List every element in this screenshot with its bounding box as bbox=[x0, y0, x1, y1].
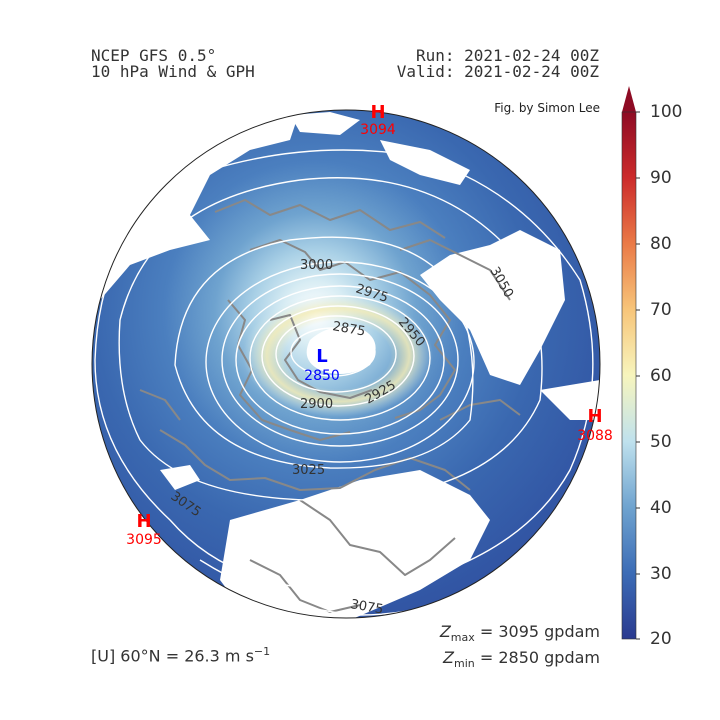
colorbar-tick-label: 20 bbox=[650, 629, 672, 649]
mean-wind-60n: [U] 60°N = 26.3 m s−1 bbox=[91, 645, 270, 665]
colorbar-bar bbox=[621, 111, 637, 640]
title-left: NCEP GFS 0.5° 10 hPa Wind & GPH bbox=[91, 48, 255, 80]
contour-2875 bbox=[275, 315, 397, 393]
zmax-value: = 3095 gpdam bbox=[479, 622, 600, 641]
contour-3050 bbox=[118, 177, 543, 502]
colorbar-tick-label: 90 bbox=[650, 168, 672, 188]
high-marker: H bbox=[370, 102, 385, 123]
high-value: 3088 bbox=[577, 428, 613, 444]
zmax-symbol: Z bbox=[439, 622, 451, 641]
high-value: 3095 bbox=[126, 532, 162, 548]
colorbar-tick-label: 30 bbox=[650, 564, 672, 584]
colorbar-tick-label: 100 bbox=[650, 102, 683, 122]
colorbar-tick-label: 80 bbox=[650, 234, 672, 254]
z-extremes: Zmax = 3095 gpdam Zmin = 2850 gpdam bbox=[440, 622, 600, 674]
mean-wind-text: [U] 60°N = 26.3 m s bbox=[91, 646, 254, 666]
contour-2850 bbox=[290, 327, 376, 377]
gph-contours bbox=[94, 149, 594, 616]
zmin-sub: min bbox=[454, 657, 475, 671]
colorbar bbox=[621, 86, 640, 640]
zmin-symbol: Z bbox=[443, 648, 454, 668]
pressure-centers: H 3094 H 3088 H 3095 L 2850 bbox=[126, 102, 613, 548]
contour-3025 bbox=[174, 236, 474, 469]
high-marker: H bbox=[136, 511, 151, 532]
contour-2950 bbox=[235, 285, 445, 435]
contour-label: 2875 bbox=[331, 319, 366, 340]
contour-2975 bbox=[221, 273, 459, 447]
contour-2900 bbox=[261, 305, 415, 407]
title-right: Run: 2021-02-24 00Z Valid: 2021-02-24 00… bbox=[397, 48, 599, 80]
colorbar-tick-label: 50 bbox=[650, 432, 672, 452]
figure-credit: Fig. by Simon Lee bbox=[494, 101, 600, 115]
high-marker: H bbox=[587, 406, 602, 427]
title-field: 10 hPa Wind & GPH bbox=[91, 62, 255, 81]
map-boundary bbox=[91, 109, 601, 619]
colorbar-extend-arrow bbox=[622, 86, 636, 112]
low-marker: L bbox=[316, 346, 327, 367]
contour-label: 3025 bbox=[292, 463, 325, 478]
contour-3000 bbox=[205, 261, 475, 463]
contour-2925 bbox=[249, 295, 431, 421]
low-value: 2850 bbox=[304, 368, 340, 384]
zmin-value: = 2850 gpdam bbox=[479, 648, 600, 668]
colorbar-tick-label: 60 bbox=[650, 366, 672, 386]
contour-3075 bbox=[94, 149, 594, 592]
colorbar-tick-label: 70 bbox=[650, 300, 672, 320]
zmin-line: Zmin = 2850 gpdam bbox=[440, 648, 600, 674]
high-value: 3094 bbox=[360, 122, 396, 138]
colorbar-tick-marks bbox=[636, 111, 640, 640]
contour-label: 3075 bbox=[349, 597, 384, 618]
contour-label: 3000 bbox=[300, 258, 333, 273]
valid-time: Valid: 2021-02-24 00Z bbox=[396, 62, 599, 81]
title-model: NCEP GFS 0.5° bbox=[91, 46, 217, 65]
colorbar-tick-label: 40 bbox=[650, 498, 672, 518]
zmax-line: Zmax = 3095 gpdam bbox=[440, 622, 600, 648]
mean-wind-exponent: −1 bbox=[253, 645, 271, 658]
zmax-sub: max bbox=[450, 631, 475, 645]
contour-label: 2900 bbox=[300, 397, 333, 412]
run-time: Run: 2021-02-24 00Z bbox=[415, 46, 599, 65]
